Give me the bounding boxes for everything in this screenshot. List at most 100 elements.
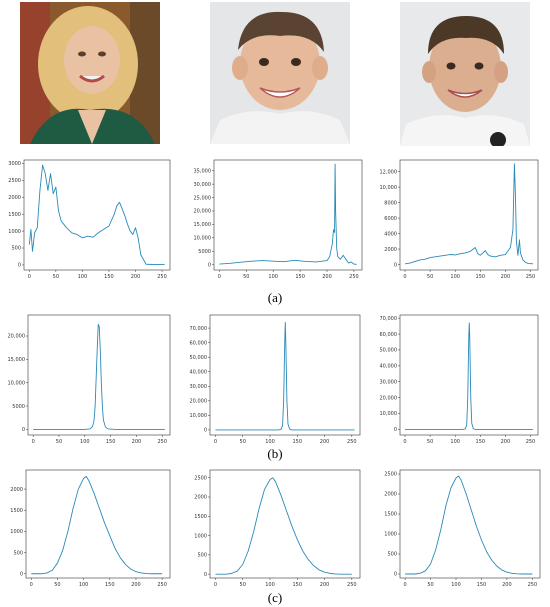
y-tick-label: 30,000 [380,379,398,385]
x-tick-label: 200 [501,274,511,280]
x-tick-label: 0 [218,274,221,280]
photo-boy-portrait [210,2,350,144]
x-tick-label: 100 [78,274,88,280]
plot-frame [399,314,539,436]
photo-woman-portrait [20,2,160,144]
x-tick-label: 150 [292,439,302,445]
x-tick-label: 0 [403,439,406,445]
histogram-chart: 0 50 100 150 200 250 0 500 1000 1500 2000 [10,469,171,588]
x-tick-label: 250 [347,582,357,588]
panel-label-a: (a) [267,290,283,305]
histogram-line [215,321,355,431]
y-tick-label: 2500 [384,472,397,478]
histogram-chart: 0 50 100 150 200 250 0 10,000 20,000 30,000 40,000… [190,314,361,445]
y-tick-label: 3000 [8,161,21,167]
y-tick-label: 0 [394,572,397,578]
x-tick-label: 0 [28,274,31,280]
plot-frame [23,159,171,271]
y-tick-label: 20,000 [194,209,212,215]
histogram-line [28,164,165,266]
y-tick-label: 1500 [8,212,21,218]
y-tick-label: 1000 [8,229,21,235]
y-tick-label: 70,000 [190,326,208,332]
y-tick-label: 15,000 [8,357,26,363]
y-tick-label: 1000 [384,532,397,538]
y-tick-label: 0 [208,262,211,268]
x-tick-label: 150 [476,439,486,445]
x-tick-label: 100 [451,582,461,588]
x-tick-label: 100 [268,274,278,280]
x-tick-label: 50 [427,582,433,588]
y-tick-label: 5000 [12,404,25,410]
x-tick-label: 150 [477,582,487,588]
y-tick-label: 4000 [384,231,397,237]
y-tick-label: 35,000 [194,168,212,174]
x-tick-label: 200 [131,274,141,280]
x-tick-label: 250 [157,439,167,445]
x-tick-label: 250 [157,582,167,588]
y-tick-label: 0 [20,571,23,577]
y-tick-label: 500 [13,550,23,556]
x-tick-label: 100 [265,582,275,588]
histogram-chart: 0 50 100 150 200 250 0 5000 10,000 15,000 20,000 [8,314,171,445]
y-tick-label: 1000 [194,533,207,539]
x-tick-label: 200 [320,439,330,445]
y-tick-label: 12,000 [380,169,398,175]
y-tick-label: 0 [22,427,25,433]
x-tick-label: 50 [53,274,59,280]
y-tick-label: 70,000 [380,316,398,322]
y-tick-label: 2500 [194,475,207,481]
hair-shape [238,11,324,52]
x-tick-label: 150 [106,439,116,445]
plot-frame [209,469,361,579]
x-tick-label: 200 [131,582,141,588]
x-tick-label: 100 [79,582,89,588]
y-tick-label: 2500 [8,178,21,184]
y-tick-label: 0 [18,263,21,269]
y-tick-label: 20,000 [190,399,208,405]
y-tick-label: 1500 [10,508,23,514]
y-tick-label: 5000 [198,249,211,255]
x-tick-label: 100 [450,439,460,445]
x-tick-label: 250 [347,439,357,445]
y-tick-label: 1500 [384,512,397,518]
y-tick-label: 2000 [384,492,397,498]
y-tick-label: 8000 [384,200,397,206]
histogram-line [405,475,533,575]
x-tick-label: 0 [403,582,406,588]
photo-boy-portrait [400,2,530,146]
y-tick-label: 10,000 [8,380,26,386]
x-tick-label: 250 [526,439,536,445]
y-tick-label: 0 [204,428,207,434]
y-tick-label: 20,000 [8,334,26,340]
y-tick-label: 30,000 [190,384,208,390]
x-tick-label: 250 [349,274,359,280]
y-tick-label: 15,000 [194,222,212,228]
x-tick-label: 200 [132,439,142,445]
x-tick-label: 200 [501,439,511,445]
histogram-line [215,477,352,575]
clothing-shape [210,111,350,144]
panel-label-c: (c) [267,590,283,605]
panel-label-b: (b) [267,446,283,461]
x-tick-label: 250 [528,582,538,588]
y-tick-label: 2000 [384,247,397,253]
histogram-chart: 0 50 100 150 200 250 0 10,000 20,000 30,000 40,000… [380,314,539,445]
histogram-line [405,322,533,430]
x-tick-label: 50 [243,274,249,280]
y-tick-label: 10,000 [380,411,398,417]
x-tick-label: 200 [320,582,330,588]
x-tick-label: 100 [265,439,275,445]
x-tick-label: 50 [427,439,433,445]
plot-frame [399,469,541,579]
y-tick-label: 2000 [8,195,21,201]
x-tick-label: 100 [450,274,460,280]
x-tick-label: 250 [526,274,536,280]
x-tick-label: 0 [214,439,217,445]
x-tick-label: 150 [476,274,486,280]
y-tick-label: 1500 [194,514,207,520]
y-tick-label: 500 [197,553,207,559]
histogram-chart: 0 50 100 150 200 250 0 2000 4000 6000 8000 10,000 12… [380,159,539,280]
